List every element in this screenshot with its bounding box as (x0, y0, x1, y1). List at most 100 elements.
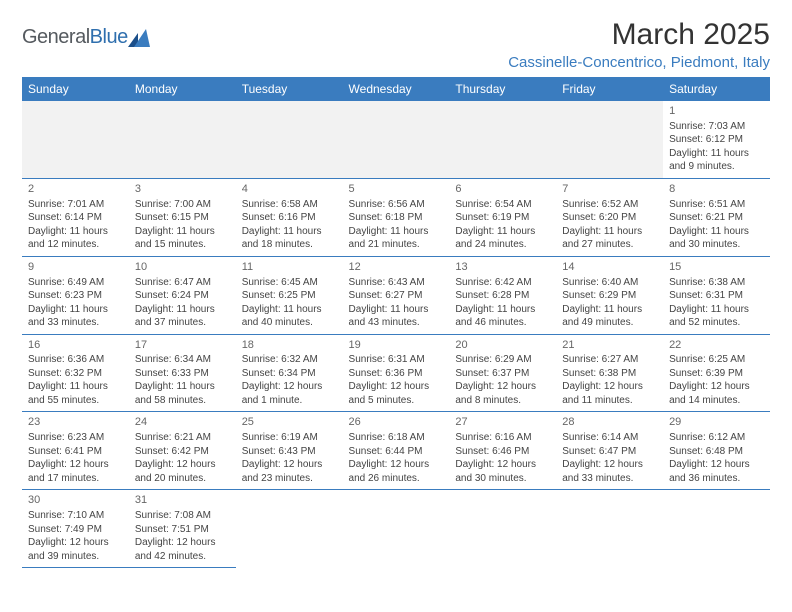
calendar-cell: 5Sunrise: 6:56 AMSunset: 6:18 PMDaylight… (343, 178, 450, 256)
day-number: 12 (349, 260, 444, 275)
sunrise-text: Sunrise: 6:38 AM (669, 276, 764, 290)
sunrise-text: Sunrise: 6:34 AM (135, 353, 230, 367)
calendar-cell: 19Sunrise: 6:31 AMSunset: 6:36 PMDayligh… (343, 334, 450, 412)
calendar-cell: 20Sunrise: 6:29 AMSunset: 6:37 PMDayligh… (449, 334, 556, 412)
sunrise-text: Sunrise: 6:18 AM (349, 431, 444, 445)
sunset-text: Sunset: 6:38 PM (562, 367, 657, 381)
logo: GeneralBlue (22, 26, 150, 49)
sunset-text: Sunset: 6:29 PM (562, 289, 657, 303)
day-number: 29 (669, 415, 764, 430)
sunrise-text: Sunrise: 6:16 AM (455, 431, 550, 445)
sunrise-text: Sunrise: 7:08 AM (135, 509, 230, 523)
calendar-cell: 25Sunrise: 6:19 AMSunset: 6:43 PMDayligh… (236, 412, 343, 490)
sunset-text: Sunset: 6:19 PM (455, 211, 550, 225)
calendar-cell: 29Sunrise: 6:12 AMSunset: 6:48 PMDayligh… (663, 412, 770, 490)
sunset-text: Sunset: 6:20 PM (562, 211, 657, 225)
logo-word2: Blue (90, 26, 128, 48)
sunset-text: Sunset: 6:33 PM (135, 367, 230, 381)
calendar-header-row: Sunday Monday Tuesday Wednesday Thursday… (22, 77, 770, 101)
sunset-text: Sunset: 6:47 PM (562, 445, 657, 459)
calendar-cell: 27Sunrise: 6:16 AMSunset: 6:46 PMDayligh… (449, 412, 556, 490)
sunset-text: Sunset: 6:34 PM (242, 367, 337, 381)
calendar-cell: 8Sunrise: 6:51 AMSunset: 6:21 PMDaylight… (663, 178, 770, 256)
calendar-cell: 13Sunrise: 6:42 AMSunset: 6:28 PMDayligh… (449, 256, 556, 334)
calendar-cell (449, 490, 556, 568)
daylight-text: Daylight: 12 hours and 33 minutes. (562, 458, 657, 485)
daylight-text: Daylight: 11 hours and 18 minutes. (242, 225, 337, 252)
calendar-cell (236, 101, 343, 178)
sunset-text: Sunset: 6:43 PM (242, 445, 337, 459)
calendar-cell: 4Sunrise: 6:58 AMSunset: 6:16 PMDaylight… (236, 178, 343, 256)
header: GeneralBlue March 2025 Cassinelle-Concen… (22, 18, 770, 71)
day-number: 3 (135, 182, 230, 197)
calendar-body: 1Sunrise: 7:03 AMSunset: 6:12 PMDaylight… (22, 101, 770, 568)
calendar-cell: 22Sunrise: 6:25 AMSunset: 6:39 PMDayligh… (663, 334, 770, 412)
daylight-text: Daylight: 11 hours and 58 minutes. (135, 380, 230, 407)
daylight-text: Daylight: 12 hours and 30 minutes. (455, 458, 550, 485)
calendar-cell: 12Sunrise: 6:43 AMSunset: 6:27 PMDayligh… (343, 256, 450, 334)
day-number: 10 (135, 260, 230, 275)
day-number: 15 (669, 260, 764, 275)
day-number: 6 (455, 182, 550, 197)
sunrise-text: Sunrise: 6:45 AM (242, 276, 337, 290)
sunset-text: Sunset: 6:14 PM (28, 211, 123, 225)
sunset-text: Sunset: 6:32 PM (28, 367, 123, 381)
sunrise-text: Sunrise: 6:12 AM (669, 431, 764, 445)
calendar-week: 1Sunrise: 7:03 AMSunset: 6:12 PMDaylight… (22, 101, 770, 178)
sunrise-text: Sunrise: 7:00 AM (135, 198, 230, 212)
daylight-text: Daylight: 11 hours and 9 minutes. (669, 147, 764, 174)
day-number: 5 (349, 182, 444, 197)
daylight-text: Daylight: 12 hours and 23 minutes. (242, 458, 337, 485)
sunrise-text: Sunrise: 6:14 AM (562, 431, 657, 445)
calendar-cell (449, 101, 556, 178)
calendar-cell (556, 101, 663, 178)
daylight-text: Daylight: 11 hours and 30 minutes. (669, 225, 764, 252)
calendar-cell: 17Sunrise: 6:34 AMSunset: 6:33 PMDayligh… (129, 334, 236, 412)
day-number: 2 (28, 182, 123, 197)
sunset-text: Sunset: 6:18 PM (349, 211, 444, 225)
daylight-text: Daylight: 11 hours and 43 minutes. (349, 303, 444, 330)
day-number: 17 (135, 338, 230, 353)
sunset-text: Sunset: 6:42 PM (135, 445, 230, 459)
day-number: 30 (28, 493, 123, 508)
calendar-cell (236, 490, 343, 568)
sunset-text: Sunset: 6:21 PM (669, 211, 764, 225)
sunrise-text: Sunrise: 6:54 AM (455, 198, 550, 212)
sunrise-text: Sunrise: 6:58 AM (242, 198, 337, 212)
daylight-text: Daylight: 11 hours and 12 minutes. (28, 225, 123, 252)
dayhead-tue: Tuesday (236, 77, 343, 101)
dayhead-sat: Saturday (663, 77, 770, 101)
daylight-text: Daylight: 12 hours and 1 minute. (242, 380, 337, 407)
day-number: 14 (562, 260, 657, 275)
calendar-cell: 16Sunrise: 6:36 AMSunset: 6:32 PMDayligh… (22, 334, 129, 412)
sunset-text: Sunset: 6:39 PM (669, 367, 764, 381)
calendar-week: 2Sunrise: 7:01 AMSunset: 6:14 PMDaylight… (22, 178, 770, 256)
sunrise-text: Sunrise: 7:01 AM (28, 198, 123, 212)
calendar-week: 9Sunrise: 6:49 AMSunset: 6:23 PMDaylight… (22, 256, 770, 334)
day-number: 22 (669, 338, 764, 353)
sunrise-text: Sunrise: 6:40 AM (562, 276, 657, 290)
daylight-text: Daylight: 12 hours and 36 minutes. (669, 458, 764, 485)
daylight-text: Daylight: 11 hours and 52 minutes. (669, 303, 764, 330)
calendar-cell: 3Sunrise: 7:00 AMSunset: 6:15 PMDaylight… (129, 178, 236, 256)
sunrise-text: Sunrise: 6:32 AM (242, 353, 337, 367)
daylight-text: Daylight: 12 hours and 11 minutes. (562, 380, 657, 407)
sunrise-text: Sunrise: 6:36 AM (28, 353, 123, 367)
logo-word1: General (22, 26, 90, 48)
sunset-text: Sunset: 6:25 PM (242, 289, 337, 303)
sunset-text: Sunset: 6:48 PM (669, 445, 764, 459)
daylight-text: Daylight: 11 hours and 27 minutes. (562, 225, 657, 252)
calendar-cell: 10Sunrise: 6:47 AMSunset: 6:24 PMDayligh… (129, 256, 236, 334)
daylight-text: Daylight: 11 hours and 24 minutes. (455, 225, 550, 252)
sunrise-text: Sunrise: 6:31 AM (349, 353, 444, 367)
day-number: 21 (562, 338, 657, 353)
calendar-cell (663, 490, 770, 568)
daylight-text: Daylight: 12 hours and 14 minutes. (669, 380, 764, 407)
sunset-text: Sunset: 7:51 PM (135, 523, 230, 537)
sunset-text: Sunset: 6:24 PM (135, 289, 230, 303)
calendar-cell: 31Sunrise: 7:08 AMSunset: 7:51 PMDayligh… (129, 490, 236, 568)
day-number: 13 (455, 260, 550, 275)
daylight-text: Daylight: 11 hours and 33 minutes. (28, 303, 123, 330)
day-number: 23 (28, 415, 123, 430)
title-block: March 2025 Cassinelle-Concentrico, Piedm… (508, 18, 770, 71)
